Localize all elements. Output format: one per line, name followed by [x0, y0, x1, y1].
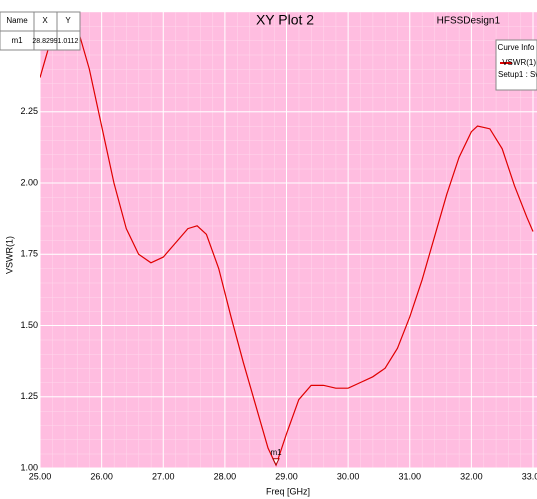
y-tick-label: 1.25: [20, 391, 38, 401]
curve-info-title: Curve Info: [498, 43, 535, 52]
curve-info-box: [495, 39, 537, 91]
x-tick-label: 31.00: [398, 471, 421, 481]
y-tick-label: 1.00: [20, 462, 38, 472]
x-tick-label: 26.00: [90, 471, 113, 481]
marker-label: m1: [270, 448, 282, 457]
chart-title: XY Plot 2: [256, 12, 314, 28]
table-header: Name: [6, 16, 28, 25]
table-cell: m1: [11, 36, 23, 45]
x-tick-label: 25.00: [29, 471, 52, 481]
x-tick-label: 33.00: [522, 471, 537, 481]
y-tick-label: 1.75: [20, 249, 38, 259]
y-tick-label: 2.25: [20, 106, 38, 116]
table-header: X: [42, 16, 48, 25]
y-tick-label: 1.50: [20, 320, 38, 330]
table-cell: 1.0112: [58, 38, 79, 45]
series-line: [40, 12, 534, 467]
marker-table: Name X Y m1 28.8299 1.0112: [0, 11, 81, 51]
y-axis-label: VSWR(1): [4, 236, 14, 274]
marker: [272, 458, 280, 466]
curve-info-setup: Setup1 : Sweep: [498, 70, 537, 79]
x-tick-label: 30.00: [337, 471, 360, 481]
design-name: HFSSDesign1: [437, 16, 501, 27]
minor-grid: [40, 12, 537, 468]
x-tick-label: 27.00: [152, 471, 175, 481]
y-tick-label: 2.00: [20, 177, 38, 187]
curve-info: Curve Info VSWR(1) Setup1 : Sweep: [495, 39, 537, 91]
x-tick-label: 28.00: [214, 471, 237, 481]
legend-label: VSWR(1): [502, 58, 536, 67]
x-tick-label: 29.00: [275, 471, 298, 481]
x-axis-label: Freq [GHz]: [266, 486, 310, 496]
table-header: Y: [65, 16, 71, 25]
x-tick-label: 32.00: [460, 471, 483, 481]
table-cell: 28.8299: [32, 38, 57, 45]
